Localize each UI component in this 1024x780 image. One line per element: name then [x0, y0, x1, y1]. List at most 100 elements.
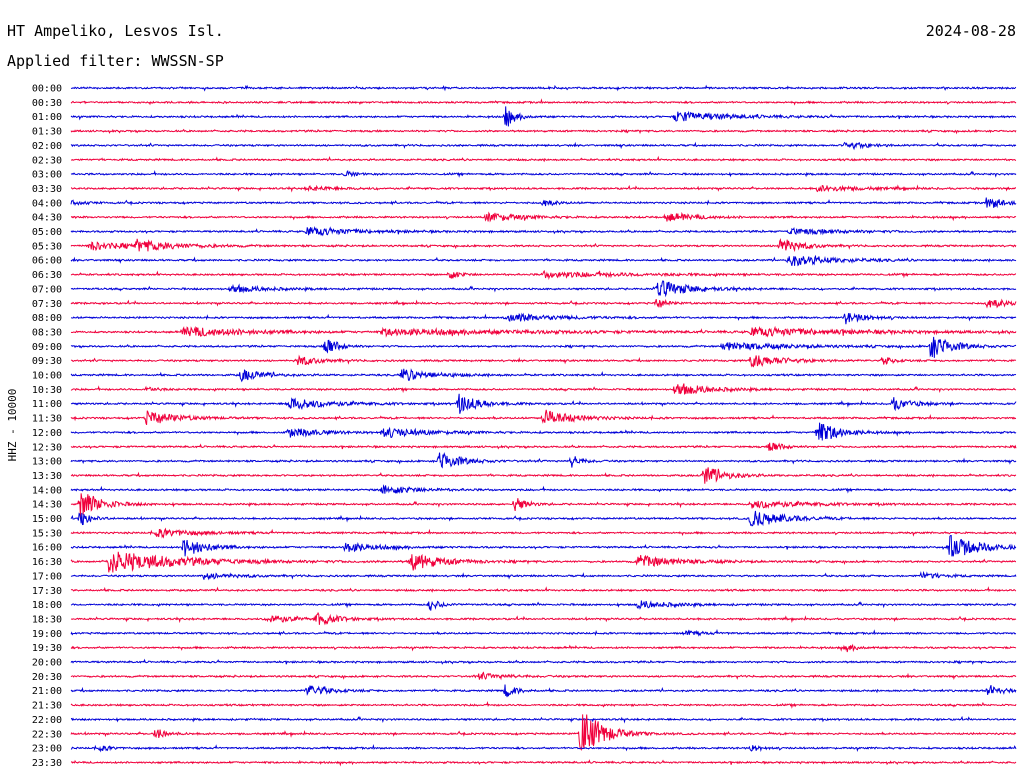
trace-line: [70, 422, 1017, 441]
time-tick-label: 11:00: [32, 399, 62, 410]
time-tick-label: 02:00: [32, 141, 62, 152]
trace-line: [70, 510, 1017, 527]
trace-line: [70, 442, 1017, 452]
trace-line: [70, 226, 1017, 237]
trace-line: [70, 155, 1017, 163]
trace-line: [70, 658, 1017, 666]
time-tick-label: 16:30: [32, 557, 62, 568]
time-tick-label: 14:00: [32, 485, 62, 496]
time-tick-label: 06:00: [32, 256, 62, 267]
time-tick-label: 06:30: [32, 270, 62, 281]
filter-label: Applied filter: WWSSN-SP: [7, 52, 224, 70]
trace-line: [70, 628, 1017, 637]
trace-line: [70, 527, 1017, 539]
trace-line: [70, 493, 1017, 519]
time-tick-label: 11:30: [32, 414, 62, 425]
trace-line: [70, 586, 1017, 593]
time-tick-label: 08:00: [32, 313, 62, 324]
trace-line: [70, 298, 1017, 309]
trace-line: [70, 467, 1017, 484]
time-tick-label: 04:30: [32, 213, 62, 224]
trace-line: [70, 451, 1017, 469]
trace-line: [70, 128, 1017, 135]
trace-line: [70, 254, 1017, 267]
time-tick-label: 14:30: [32, 500, 62, 511]
trace-line: [70, 484, 1017, 494]
trace-line: [70, 197, 1017, 209]
time-tick-group: 00:00 00:30 01:00 01:30 02:00 02:30 03:00 03:30…: [32, 84, 62, 769]
time-tick-label: 01:30: [32, 127, 62, 138]
time-tick-label: 19:30: [32, 643, 62, 654]
trace-line: [70, 280, 1017, 298]
trace-line: [70, 600, 1017, 611]
trace-line: [70, 611, 1017, 626]
trace-line: [70, 211, 1017, 223]
trace-line: [70, 325, 1017, 338]
trace-line: [70, 409, 1017, 426]
time-tick-label: 07:00: [32, 284, 62, 295]
trace-line: [70, 744, 1017, 753]
time-tick-label: 21:30: [32, 701, 62, 712]
trace-line: [70, 368, 1017, 383]
time-tick-label: 17:00: [32, 571, 62, 582]
trace-line: [70, 671, 1017, 681]
time-tick-label: 17:30: [32, 586, 62, 597]
trace-line: [70, 106, 1017, 127]
trace-line: [70, 715, 1017, 724]
time-tick-label: 12:30: [32, 442, 62, 453]
time-tick-label: 10:00: [32, 371, 62, 382]
trace-line: [70, 98, 1017, 106]
time-tick-label: 09:30: [32, 356, 62, 367]
trace-line: [70, 393, 1017, 414]
time-tick-label: 07:30: [32, 299, 62, 310]
time-tick-label: 08:30: [32, 327, 62, 338]
time-tick-label: 03:30: [32, 184, 62, 195]
y-axis-label: HHZ - 10000: [6, 389, 19, 462]
trace-line: [70, 643, 1017, 653]
time-tick-label: 00:00: [32, 84, 62, 95]
time-tick-label: 20:00: [32, 658, 62, 669]
trace-line: [70, 336, 1017, 358]
time-tick-label: 04:00: [32, 198, 62, 209]
trace-line: [70, 170, 1017, 178]
time-tick-label: 16:00: [32, 543, 62, 554]
date-label: 2024-08-28: [925, 22, 1016, 40]
time-tick-label: 20:30: [32, 672, 62, 683]
time-tick-label: 12:00: [32, 428, 62, 439]
time-tick-label: 18:00: [32, 600, 62, 611]
time-tick-label: 00:30: [32, 98, 62, 109]
trace-line: [70, 534, 1017, 557]
time-tick-label: 15:30: [32, 528, 62, 539]
trace-line: [70, 714, 1017, 751]
time-tick-label: 01:00: [32, 112, 62, 123]
time-tick-label: 19:00: [32, 629, 62, 640]
time-tick-label: 23:00: [32, 744, 62, 755]
time-tick-label: 05:30: [32, 241, 62, 252]
trace-line: [70, 312, 1017, 325]
time-tick-label: 22:30: [32, 729, 62, 740]
trace-line: [70, 700, 1017, 709]
trace-line: [70, 237, 1017, 253]
trace-line: [70, 570, 1017, 581]
time-tick-label: 22:00: [32, 715, 62, 726]
trace-line: [70, 84, 1017, 92]
time-tick-label: 02:30: [32, 155, 62, 166]
trace-line: [70, 141, 1017, 151]
time-tick-label: 03:00: [32, 170, 62, 181]
time-tick-label: 10:30: [32, 385, 62, 396]
trace-line: [70, 551, 1017, 573]
trace-line: [70, 759, 1017, 767]
trace-line: [70, 354, 1017, 368]
trace-line: [70, 184, 1017, 193]
time-tick-label: 21:00: [32, 686, 62, 697]
time-tick-label: 18:30: [32, 614, 62, 625]
trace-line: [70, 269, 1017, 280]
time-tick-label: 13:00: [32, 457, 62, 468]
time-tick-label: 13:30: [32, 471, 62, 482]
trace-group: [70, 84, 1017, 767]
time-tick-label: 09:00: [32, 342, 62, 353]
time-tick-label: 05:00: [32, 227, 62, 238]
station-title: HT Ampeliko, Lesvos Isl.: [7, 22, 224, 40]
trace-line: [70, 684, 1017, 698]
